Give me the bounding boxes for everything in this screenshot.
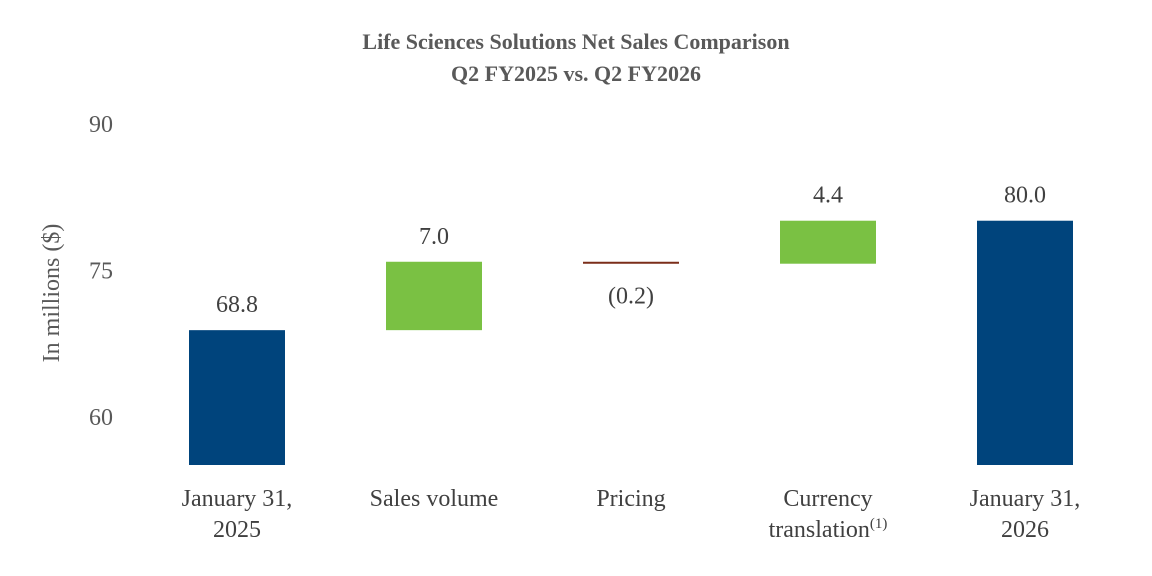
data-label: 80.0 — [1004, 183, 1046, 209]
chart-title: Life Sciences Solutions Net Sales Compar… — [362, 29, 789, 54]
data-labels-group: 68.8 7.0 (0.2) 4.4 80.0 — [216, 183, 1046, 318]
bars-group — [189, 220, 1073, 465]
data-label: 68.8 — [216, 292, 258, 318]
y-tick-label: 90 — [89, 112, 113, 138]
chart-subtitle: Q2 FY2025 vs. Q2 FY2026 — [451, 61, 701, 86]
bar-total — [977, 220, 1073, 465]
data-label: 7.0 — [419, 224, 449, 250]
bar-total — [189, 330, 285, 465]
category-label: January 31, 2026 — [970, 486, 1081, 543]
category-labels-group: January 31, 2025 Sales volume Pricing Curren… — [182, 486, 1081, 543]
bar-decrease — [583, 261, 679, 264]
y-tick-label: 60 — [89, 405, 113, 431]
category-label: Sales volume — [370, 486, 499, 512]
category-label: Currency translation(1) — [769, 486, 888, 543]
category-label: January 31, 2025 — [182, 486, 293, 543]
category-label: Pricing — [596, 486, 665, 512]
y-axis-label: In millions ($) — [39, 224, 65, 363]
y-tick-label: 75 — [89, 259, 113, 285]
data-label: 4.4 — [813, 183, 843, 209]
data-label: (0.2) — [608, 284, 654, 310]
bar-increase — [780, 220, 876, 264]
y-axis-ticks: 90 75 60 — [89, 112, 113, 431]
bar-increase — [386, 261, 482, 331]
